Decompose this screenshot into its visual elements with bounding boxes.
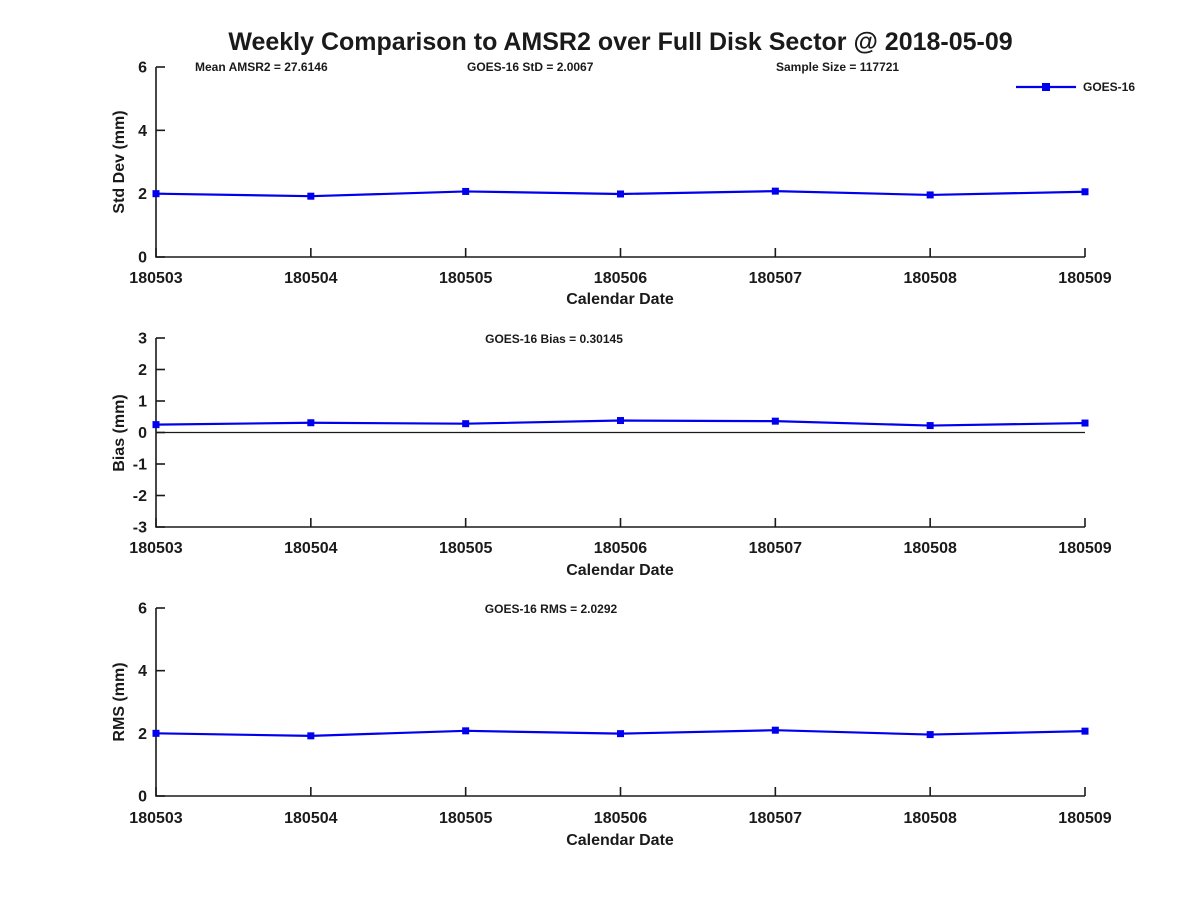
data-point-marker xyxy=(307,192,315,200)
data-point-marker xyxy=(926,422,934,430)
data-point-marker xyxy=(926,731,934,739)
data-point-marker xyxy=(926,191,934,199)
y-tick-label: -1 xyxy=(133,457,147,474)
data-point-marker xyxy=(1081,727,1089,735)
x-tick-label: 180505 xyxy=(439,270,492,287)
data-point-marker xyxy=(152,421,160,429)
data-point-marker xyxy=(1081,419,1089,427)
x-tick-label: 180509 xyxy=(1058,540,1111,557)
subplot1-xlabel: Calendar Date xyxy=(566,291,674,308)
x-tick-label: 180506 xyxy=(594,270,647,287)
x-tick-label: 180507 xyxy=(749,270,802,287)
subplot2-title: GOES-16 Bias = 0.30145 xyxy=(485,332,623,346)
x-tick-label: 180508 xyxy=(903,810,956,827)
y-tick-label: 6 xyxy=(138,60,147,77)
x-tick-label: 180503 xyxy=(129,270,182,287)
subplot3-title: GOES-16 RMS = 2.0292 xyxy=(485,602,618,616)
data-point-marker xyxy=(771,726,779,734)
y-tick-label: 0 xyxy=(138,425,147,442)
subplot2-xlabel: Calendar Date xyxy=(566,562,674,579)
subplot3-ylabel: RMS (mm) xyxy=(111,662,128,741)
y-tick-label: -3 xyxy=(133,520,147,537)
axis-lines xyxy=(155,67,1085,258)
y-tick-label: 4 xyxy=(138,123,147,140)
subplot1-ylabel: Std Dev (mm) xyxy=(111,110,128,213)
y-tick-label: 2 xyxy=(138,726,147,743)
legend: GOES-16 xyxy=(1015,80,1135,94)
y-tick-label: 0 xyxy=(138,789,147,806)
data-point-marker xyxy=(462,420,470,428)
data-point-marker xyxy=(152,729,160,737)
x-tick-label: 180508 xyxy=(903,270,956,287)
annotation-mean-amsr2: Mean AMSR2 = 27.6146 xyxy=(195,60,328,74)
data-point-marker xyxy=(617,417,624,425)
subplot3-xlabel: Calendar Date xyxy=(566,832,674,849)
annotation-goes16-std: GOES-16 StD = 2.0067 xyxy=(467,60,594,74)
y-tick-label: 2 xyxy=(138,186,147,203)
x-tick-label: 180507 xyxy=(749,810,802,827)
x-tick-label: 180507 xyxy=(749,540,802,557)
subplot-stddev: 0 2 4 6 180503 180504 180505 180506 180507 180508… xyxy=(129,60,1111,288)
x-tick-label: 180503 xyxy=(129,540,182,557)
y-tick-label: 4 xyxy=(138,663,147,680)
data-point-marker xyxy=(152,190,160,198)
subplot-rms: 0 2 4 6 180503 180504 180505 180506 180507 180508… xyxy=(129,601,1111,828)
y-tick-label: 0 xyxy=(138,250,147,267)
annotation-sample-size: Sample Size = 117721 xyxy=(776,60,900,74)
y-tick-label: -2 xyxy=(133,488,147,505)
x-tick-label: 180504 xyxy=(284,270,337,287)
legend-line-marker-icon xyxy=(1016,83,1076,91)
data-point-marker xyxy=(617,730,624,738)
data-point-marker xyxy=(462,727,470,735)
y-tick-label: 2 xyxy=(138,362,147,379)
x-tick-label: 180509 xyxy=(1058,270,1111,287)
x-tick-label: 180506 xyxy=(594,810,647,827)
y-tick-label: 3 xyxy=(138,331,147,348)
x-tick-label: 180504 xyxy=(284,540,337,557)
y-tick-label: 1 xyxy=(138,394,147,411)
subplot-bias: 3 2 1 0 -1 -2 -3 180503 180504 180505 180506 180507… xyxy=(129,331,1111,558)
data-point-marker xyxy=(1081,188,1089,196)
data-point-marker xyxy=(307,419,315,427)
x-tick-label: 180506 xyxy=(594,540,647,557)
data-point-marker xyxy=(307,732,315,740)
x-tick-label: 180509 xyxy=(1058,810,1111,827)
x-tick-label: 180504 xyxy=(284,810,337,827)
x-tick-label: 180508 xyxy=(903,540,956,557)
data-point-marker xyxy=(617,190,624,198)
legend-label: GOES-16 xyxy=(1083,80,1136,94)
data-point-marker xyxy=(462,187,470,195)
figure-title: Weekly Comparison to AMSR2 over Full Dis… xyxy=(228,28,1013,56)
data-point-marker xyxy=(771,417,779,425)
x-tick-label: 180503 xyxy=(129,810,182,827)
x-tick-label: 180505 xyxy=(439,810,492,827)
x-tick-label: 180505 xyxy=(439,540,492,557)
subplot2-ylabel: Bias (mm) xyxy=(111,394,128,471)
axis-lines xyxy=(155,608,1085,797)
y-tick-label: 6 xyxy=(138,601,147,618)
data-point-marker xyxy=(771,187,779,195)
